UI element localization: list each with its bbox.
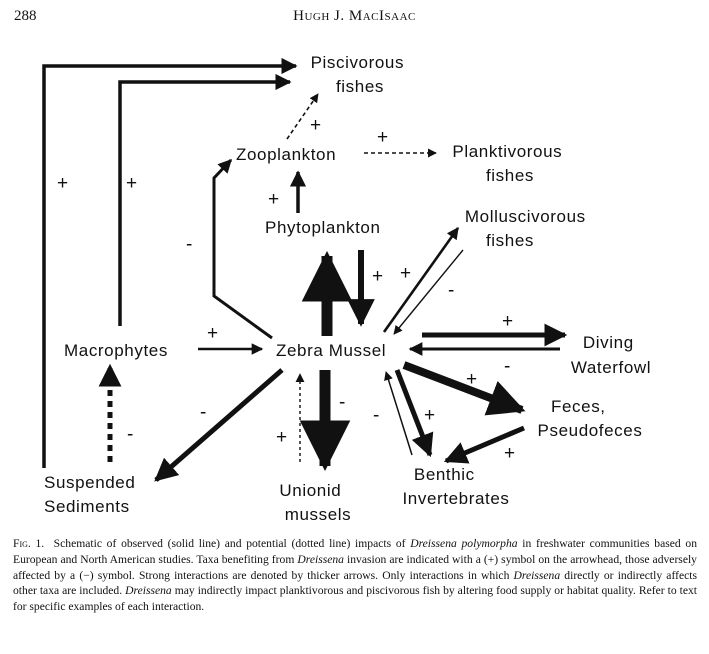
node-planktivorous-fishes: Planktivorous fishes: [452, 142, 567, 185]
sign-minus: -: [373, 405, 379, 426]
caption-text: in freshwater communities based on Europ…: [13, 537, 697, 566]
arrow-benthic-to-mussel: [384, 371, 413, 456]
sign-minus: -: [504, 356, 510, 377]
node-piscivorous-fishes: Piscivorous fishes: [311, 53, 410, 96]
interaction-diagram: Piscivorous fishes Zooplankton Planktivo…: [42, 53, 651, 524]
sign-plus: +: [466, 369, 477, 390]
page-number: 288: [14, 8, 37, 24]
arrow-mussel-to-molluscivorous: [382, 227, 460, 333]
node-molluscivorous-fishes: Molluscivorous fishes: [465, 207, 591, 250]
arrow-sediments-to-piscivorous: [42, 57, 298, 468]
running-head: Hugh J. MacIsaac: [293, 8, 416, 24]
arrow-mussel-to-sediments: [154, 368, 284, 482]
sign-plus: +: [126, 173, 137, 194]
sign-minus: -: [127, 424, 133, 445]
node-feces-pseudofeces: Feces, Pseudofeces: [538, 397, 643, 440]
arrow-mussel-to-feces: [402, 361, 526, 416]
caption-genus: Dreissena: [297, 552, 344, 566]
arrow-mussel-to-zooplankton: [212, 158, 273, 340]
sign-plus: +: [377, 127, 388, 148]
sign-plus: +: [372, 266, 383, 287]
node-phytoplankton: Phytoplankton: [265, 218, 381, 237]
sign-plus: +: [207, 323, 218, 344]
caption-text: Schematic of observed (solid line) and p…: [53, 537, 411, 550]
arrow-molluscivorous-to-mussel: [393, 249, 464, 335]
node-diving-waterfowl: Diving Waterfowl: [571, 333, 651, 377]
sign-plus: +: [502, 311, 513, 332]
figure-caption: Fig. 1. Schematic of observed (solid lin…: [13, 536, 697, 615]
node-macrophytes: Macrophytes: [64, 341, 168, 360]
arrow-mussel-to-benthic: [394, 369, 434, 458]
caption-text: invasion are indicated with a (+) symbol…: [13, 552, 697, 582]
caption-genus: Dreissena: [125, 584, 172, 598]
arrow-feces-to-benthic: [443, 425, 525, 464]
sign-plus: +: [276, 427, 287, 448]
caption-genus: Dreissena: [513, 568, 561, 582]
sign-minus: -: [448, 280, 454, 301]
node-unionid-mussels: Unionid mussels: [279, 481, 351, 524]
caption-species: Dreissena polymorpha: [410, 537, 518, 550]
caption-text: directly or indirectly affects other tax…: [13, 568, 697, 598]
node-benthic-invertebrates: Benthic Invertebrates: [402, 465, 509, 508]
caption-text: may indirectly impact planktivorous and …: [13, 584, 698, 614]
sign-plus: +: [57, 173, 68, 194]
sign-plus: +: [310, 115, 321, 136]
arrow-macrophytes-to-piscivorous: [118, 73, 292, 326]
sign-plus: +: [504, 443, 515, 464]
node-suspended-sediments: Suspended Sediments: [44, 473, 141, 516]
sign-minus: -: [200, 402, 206, 423]
caption-label: Fig. 1.: [13, 537, 45, 550]
arrow-zooplankton-to-piscivorous: [286, 93, 319, 140]
sign-plus: +: [424, 405, 435, 426]
node-zooplankton: Zooplankton: [236, 145, 336, 164]
node-zebra-mussel: Zebra Mussel: [276, 341, 386, 360]
sign-minus: -: [339, 392, 345, 413]
sign-plus: +: [400, 263, 411, 284]
sign-minus: -: [186, 234, 192, 255]
sign-plus: +: [268, 189, 279, 210]
